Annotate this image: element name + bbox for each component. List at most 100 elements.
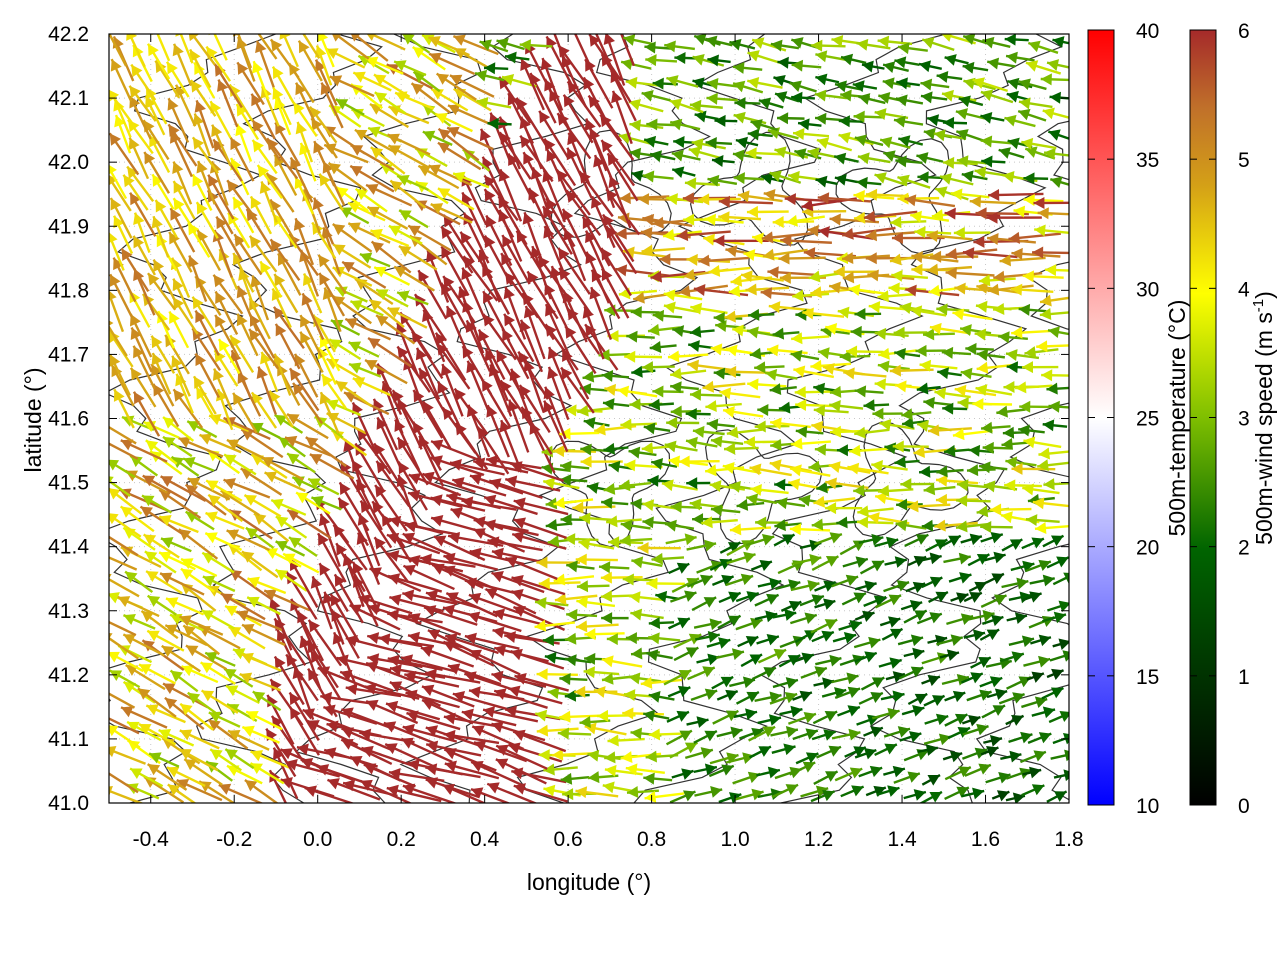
wind-arrow bbox=[668, 562, 690, 575]
wind-arrow bbox=[810, 286, 853, 299]
wind-arrow bbox=[368, 298, 405, 329]
wind-arrow bbox=[276, 629, 304, 681]
wind-arrow bbox=[779, 705, 803, 718]
wind-arrow bbox=[544, 303, 571, 356]
wind-arrow bbox=[943, 552, 971, 565]
wind-arrow bbox=[1008, 231, 1061, 244]
wind-arrow bbox=[128, 95, 152, 140]
wind-arrow bbox=[572, 501, 616, 514]
wind-arrow bbox=[464, 577, 520, 596]
wind-arrow bbox=[579, 512, 615, 525]
wind-arrow bbox=[604, 764, 643, 777]
wind-arrow bbox=[209, 100, 232, 139]
wind-arrow bbox=[664, 440, 698, 453]
wind-arrow bbox=[122, 174, 149, 211]
wind-arrow bbox=[405, 689, 460, 709]
wind-arrow bbox=[879, 418, 915, 431]
wind-arrow bbox=[318, 272, 346, 317]
wind-arrow bbox=[520, 58, 545, 111]
wind-arrow bbox=[756, 633, 780, 646]
wind-arrow bbox=[560, 772, 590, 785]
wind-arrow bbox=[199, 661, 236, 685]
wind-arrow bbox=[162, 435, 193, 458]
wind-arrow bbox=[492, 608, 548, 627]
wind-arrow bbox=[617, 385, 658, 398]
wind-arrow bbox=[109, 353, 131, 397]
wind-arrow bbox=[340, 707, 395, 731]
wind-arrow bbox=[349, 164, 395, 193]
wind-arrow bbox=[317, 532, 347, 583]
wind-arrow bbox=[606, 515, 642, 528]
wind-arrow bbox=[483, 494, 538, 516]
wind-arrow bbox=[852, 80, 878, 93]
wind-arrow bbox=[138, 722, 177, 746]
wind-arrow bbox=[942, 402, 968, 415]
wind-arrow bbox=[916, 152, 944, 164]
wind-arrow bbox=[646, 118, 677, 131]
wind-arrow bbox=[833, 152, 859, 165]
wind-arrow bbox=[325, 47, 366, 69]
wind-arrow bbox=[584, 118, 608, 172]
y-tick-label: 41.7 bbox=[48, 343, 89, 366]
wind-arrow bbox=[777, 112, 805, 125]
wind-arrow bbox=[426, 249, 450, 303]
wind-arrow bbox=[415, 347, 441, 400]
wind-arrow bbox=[575, 786, 619, 799]
wind-arrow bbox=[588, 34, 622, 82]
wind-arrow bbox=[642, 709, 670, 722]
wind-arrow bbox=[180, 567, 216, 593]
wind-arrow bbox=[746, 205, 789, 218]
wind-arrow bbox=[795, 425, 824, 438]
wind-arrow bbox=[601, 672, 634, 685]
wind-arrow bbox=[452, 690, 508, 711]
wind-arrow bbox=[551, 748, 594, 761]
colorbar-tick-label: 6 bbox=[1238, 20, 1250, 43]
wind-arrow bbox=[179, 729, 220, 750]
wind-arrow bbox=[544, 651, 570, 664]
wind-arrow bbox=[229, 136, 255, 182]
wind-arrow bbox=[364, 359, 408, 385]
wind-arrow bbox=[422, 130, 453, 146]
wind-arrow bbox=[1005, 349, 1040, 361]
wind-arrow bbox=[601, 213, 635, 263]
wind-arrow bbox=[536, 668, 578, 681]
wind-arrow bbox=[512, 605, 566, 631]
wind-arrow bbox=[865, 229, 916, 242]
wind-arrow bbox=[797, 118, 822, 131]
y-tick-label: 42.0 bbox=[48, 151, 89, 174]
wind-arrow bbox=[114, 114, 132, 154]
wind-arrow bbox=[329, 593, 361, 643]
wind-arrow bbox=[942, 750, 963, 763]
temperature-contour bbox=[516, 34, 711, 803]
wind-arrow bbox=[147, 272, 177, 311]
wind-arrow bbox=[1048, 400, 1069, 413]
wind-arrow bbox=[895, 155, 923, 168]
wind-arrow bbox=[792, 728, 819, 741]
wind-arrow bbox=[955, 129, 984, 142]
wind-arrow bbox=[449, 459, 505, 476]
wind-arrow bbox=[420, 645, 475, 668]
wind-arrow bbox=[402, 589, 458, 605]
wind-arrow bbox=[410, 82, 451, 114]
wind-arrow bbox=[734, 97, 761, 110]
wind-arrow bbox=[538, 110, 570, 160]
wind-arrow bbox=[306, 719, 359, 747]
wind-arrow bbox=[712, 709, 739, 725]
wind-arrow bbox=[747, 128, 773, 141]
wind-arrow bbox=[164, 696, 205, 731]
wind-arrow bbox=[903, 789, 927, 801]
wind-arrow bbox=[1006, 90, 1031, 103]
wind-arrow bbox=[735, 691, 760, 705]
wind-arrow bbox=[534, 596, 569, 609]
wind-arrow bbox=[109, 290, 125, 333]
wind-arrow bbox=[145, 704, 186, 724]
wind-arrow bbox=[601, 612, 629, 625]
wind-arrow bbox=[665, 533, 697, 546]
wind-arrow bbox=[923, 694, 946, 707]
wind-arrow bbox=[495, 744, 548, 770]
wind-arrow bbox=[649, 150, 676, 163]
wind-arrow bbox=[350, 34, 389, 62]
wind-arrow bbox=[204, 651, 236, 667]
wind-arrow bbox=[943, 444, 970, 457]
wind-arrow bbox=[468, 592, 523, 615]
